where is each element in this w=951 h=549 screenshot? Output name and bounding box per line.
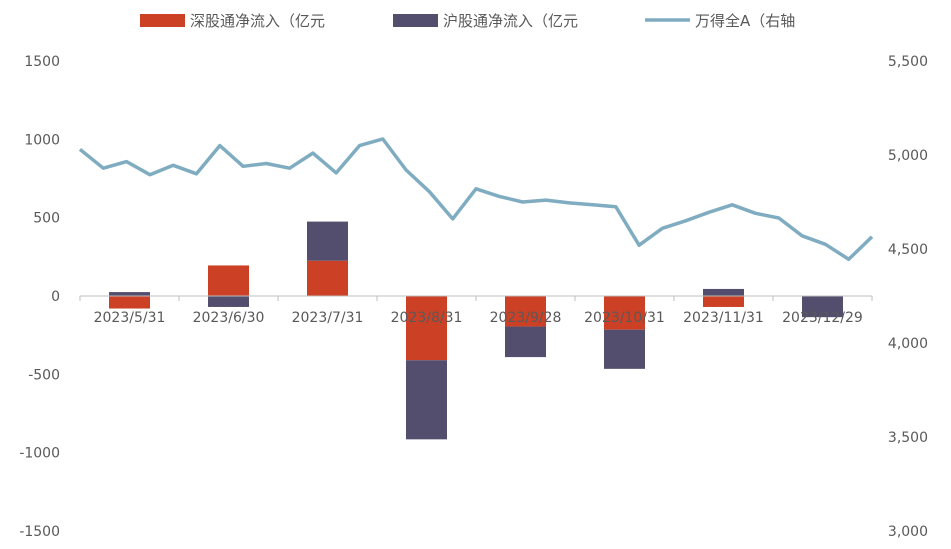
bar-shenzhen [406, 296, 447, 361]
right-axis-ticks: 5,500 5,000 4,500 4,000 3,500 3,000 [888, 54, 928, 540]
right-axis-tick-label: 3,000 [888, 524, 928, 540]
bar-shanghai [802, 296, 843, 318]
bar-shenzhen [604, 296, 645, 330]
left-axis-tick-label: -1000 [19, 446, 60, 462]
left-axis-tick-label: 1000 [24, 132, 60, 148]
bar-shanghai [604, 329, 645, 369]
bar-shenzhen [109, 296, 150, 309]
bar-shenzhen [307, 260, 348, 296]
legend-label: 深股通净流入（亿元 [190, 12, 325, 30]
bar-shenzhen [208, 265, 249, 296]
left-axis-tick-label: -1500 [19, 524, 60, 540]
left-axis-tick-label: 1500 [24, 54, 60, 70]
bars [109, 221, 843, 440]
bar-shenzhen [703, 296, 744, 307]
right-axis-tick-label: 5,500 [888, 54, 928, 70]
bar-shenzhen [505, 296, 546, 327]
legend-swatch [140, 14, 185, 27]
x-axis-tick-label: 2023/10/31 [584, 310, 665, 326]
bar-shanghai [208, 296, 249, 307]
legend: 深股通净流入（亿元 沪股通净流入（亿元 万得全A（右轴 [140, 12, 795, 30]
bar-shanghai [703, 288, 744, 296]
x-axis-tick-label: 2023/6/30 [193, 310, 265, 326]
left-axis-tick-label: 0 [51, 289, 60, 305]
x-axis-tick-label: 2023/5/31 [94, 310, 166, 326]
legend-swatch [393, 14, 438, 27]
legend-label: 万得全A（右轴 [695, 12, 795, 30]
right-axis-tick-label: 4,500 [888, 242, 928, 258]
right-axis-tick-label: 3,500 [888, 430, 928, 446]
x-axis-tick-label: 2023/9/28 [490, 310, 562, 326]
wind-a-index-line [78, 137, 874, 262]
bar-shanghai [307, 221, 348, 261]
index-line-path [78, 137, 874, 262]
left-axis-tick-label: -500 [28, 367, 60, 383]
x-axis-tick-label: 2023/8/31 [391, 310, 463, 326]
left-axis-tick-label: 500 [33, 211, 60, 227]
left-axis-ticks: 1500 1000 500 0 -500 -1000 -1500 [19, 54, 60, 540]
right-axis-tick-label: 5,000 [888, 148, 928, 164]
x-axis-tick-label: 2023/11/31 [683, 310, 764, 326]
bar-shanghai [109, 292, 150, 296]
bar-shanghai [505, 326, 546, 358]
x-axis-labels: 2023/5/31 2023/6/30 2023/7/31 2023/8/31 2023… [79, 296, 873, 326]
x-axis-tick-label: 2023/12/29 [782, 310, 863, 326]
right-axis-tick-label: 4,000 [888, 336, 928, 352]
x-axis-tick-label: 2023/7/31 [292, 310, 364, 326]
bar-shanghai [406, 360, 447, 440]
legend-label: 沪股通净流入（亿元 [443, 12, 578, 30]
